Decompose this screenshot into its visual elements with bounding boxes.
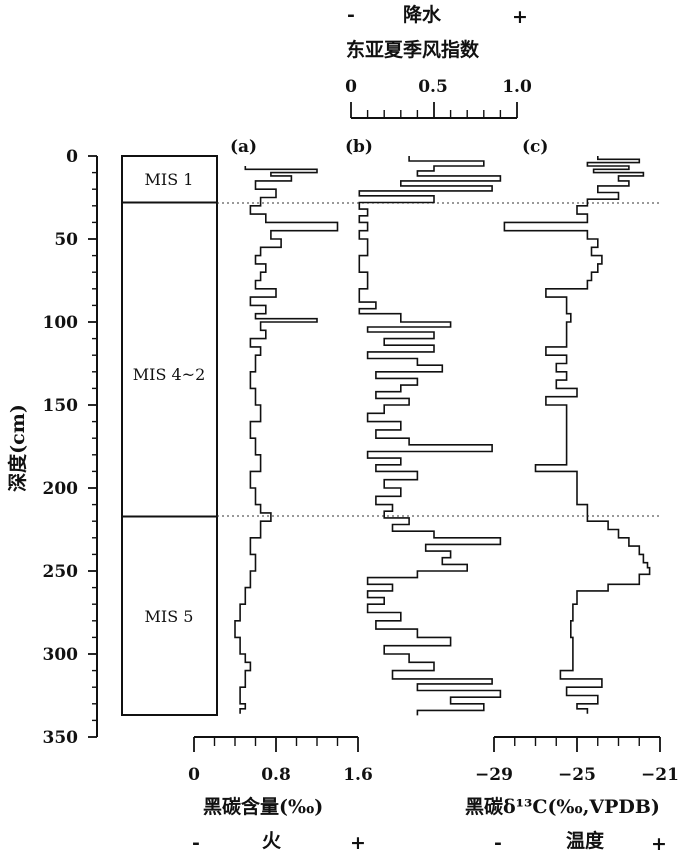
depth-tick-250: 250 [43, 562, 79, 582]
panel-label-a: (a) [230, 137, 257, 157]
depth-axis-line [88, 155, 98, 738]
top-axis-tick-1: 0.5 [418, 77, 448, 97]
bottom-axis-a-tick-1: 0.8 [261, 765, 291, 785]
bottom-axis-c-tick-2: −21 [641, 765, 679, 785]
top-axis: - 降水 + 东亚夏季风指数 0 0.5 1.0 [345, 3, 532, 119]
bottom-axis-c-plus: + [651, 833, 667, 855]
bottom-axis-c-line [493, 736, 661, 752]
bottom-axis-c-tick-1: −25 [558, 765, 596, 785]
bottom-axis-c-temp: 温度 [566, 829, 605, 852]
bottom-axis-c: −29 −25 −21 黑碳δ¹³C(‰,VPDB) - 温度 + [465, 736, 679, 855]
panel-label-c: (c) [522, 137, 548, 157]
top-axis-index-title: 东亚夏季风指数 [346, 38, 480, 61]
top-axis-line [350, 102, 518, 119]
top-axis-plus: + [512, 6, 528, 28]
bottom-axis-a-label: 黑碳含量(‰) [203, 795, 323, 818]
depth-axis: 0 50 100 150 200 250 300 350 深度(cm) [6, 147, 98, 748]
bottom-axis-a-fire: 火 [262, 830, 282, 852]
top-axis-minus: - [347, 4, 355, 26]
series-b-monsoon-index [358, 156, 502, 716]
bottom-axis-a-tick-2: 1.6 [343, 765, 373, 785]
mis-4-2-label: MIS 4~2 [133, 365, 206, 384]
mis-5-label: MIS 5 [145, 607, 194, 626]
bottom-axis-a: 0 0.8 1.6 黑碳含量(‰) - 火 + [188, 736, 373, 854]
bottom-axis-c-minus: - [494, 832, 502, 854]
bottom-axis-a-tick-0: 0 [188, 765, 200, 785]
depth-tick-150: 150 [43, 396, 79, 416]
depth-tick-100: 100 [43, 313, 79, 333]
depth-tick-200: 200 [43, 479, 79, 499]
series-c-black-carbon-d13c [503, 156, 651, 714]
depth-tick-350: 350 [43, 728, 79, 748]
top-axis-tick-2: 1.0 [502, 77, 532, 97]
depth-tick-0: 0 [66, 147, 78, 167]
mis-column-frame [121, 155, 218, 716]
mis-column: MIS 1 MIS 4~2 MIS 5 [121, 155, 218, 716]
depth-tick-50: 50 [54, 230, 78, 250]
depth-tick-300: 300 [43, 645, 79, 665]
mis-1-label: MIS 1 [145, 170, 194, 189]
series-a-black-carbon-content [234, 166, 339, 714]
panel-label-b: (b) [345, 137, 373, 157]
bottom-axis-a-plus: + [350, 832, 366, 854]
depth-axis-label: 深度(cm) [6, 404, 29, 492]
top-axis-precip-title: 降水 [403, 3, 442, 26]
bottom-axis-c-tick-0: −29 [475, 765, 513, 785]
bottom-axis-c-label: 黑碳δ¹³C(‰,VPDB) [465, 795, 660, 818]
bottom-axis-a-line [193, 736, 359, 752]
bottom-axis-a-minus: - [192, 832, 200, 854]
top-axis-tick-0: 0 [345, 77, 357, 97]
